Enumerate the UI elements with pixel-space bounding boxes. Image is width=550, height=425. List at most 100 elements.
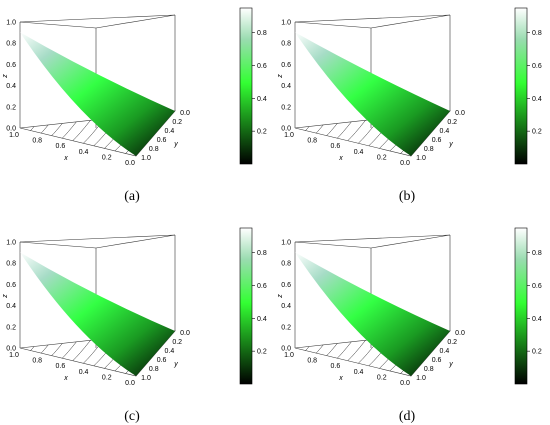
x-tick-label: 0.4 [354,149,364,156]
panel-label: (c) [124,409,140,424]
z-tick-label: 0.0 [281,346,291,353]
panel-label: (d) [399,409,416,424]
x-tick-label: 0.0 [125,160,135,167]
floor-contour [51,343,63,356]
colorbar-tick-label: 0.4 [257,96,267,103]
y-tick-label: 0.4 [440,348,450,355]
x-tick-label: 1.0 [9,352,19,359]
z-axis-label: z [2,74,9,79]
surface-sheet [20,32,175,156]
z-tick-label: 0.2 [6,324,16,331]
floor-contour [347,120,366,141]
z-tick-label: 0.4 [6,303,16,310]
y-tick-label: 0.8 [149,366,159,373]
y-axis-label: y [173,361,178,368]
y-axis-label: y [173,141,178,148]
x-tick-label: 0.6 [56,363,66,370]
y-tick-label: 0.4 [165,128,175,135]
box-edge-3 [19,14,176,23]
z-axis-label: z [277,294,284,299]
box-edge-1 [294,21,372,29]
y-tick-label: 0.6 [157,357,167,364]
floor-contour [51,123,63,136]
surface-panel-2: 0.0 0.2 0.4 0.6 0.8 1.0 z 0.0 0.2 0.4 0.6 0.8 1.0 x 0.… [277,7,542,204]
y-tick-label: 0.0 [180,330,190,337]
y-tick-label: 1.0 [141,375,151,382]
x-tick-label: 0.8 [32,358,42,365]
colorbar-tick-label: 0.4 [532,96,542,103]
surface-sheet [295,32,450,156]
z-tick-label: 0.8 [281,261,291,268]
z-tick-label: 0.4 [6,83,16,90]
x-tick-label: 0.4 [79,149,89,156]
y-tick-label: 1.0 [416,155,426,162]
y-tick-label: 0.0 [455,330,465,337]
z-tick-label: 0.4 [281,83,291,90]
z-tick-label: 0.2 [281,104,291,111]
z-tick-label: 0.6 [281,282,291,289]
box-edge-3 [19,234,176,243]
floor-contour [305,346,310,351]
z-tick-label: 0.0 [6,126,16,133]
x-axis-label: x [63,155,68,162]
floor-contour [72,340,91,361]
y-axis-label: y [448,361,453,368]
colorbar-tick-label: 0.2 [532,349,542,356]
x-axis-label: x [338,375,343,382]
colorbar [514,7,528,165]
colorbar [239,227,253,385]
surface-panel-1: 0.0 0.2 0.4 0.6 0.8 1.0 z 0.0 0.2 0.4 0.6 0.8 1.0 x 0.… [2,7,267,204]
z-tick-label: 0.0 [281,126,291,133]
box-edge-3 [294,234,451,243]
box-edge-2 [95,14,176,29]
box-edge-3 [294,14,451,23]
y-tick-label: 0.8 [424,366,434,373]
box-edge-2 [370,14,451,29]
x-tick-label: 0.0 [400,160,410,167]
colorbar-tick-label: 0.6 [257,63,267,70]
y-tick-label: 0.8 [149,146,159,153]
x-tick-label: 0.4 [354,369,364,376]
colorbar-tick-label: 0.4 [532,316,542,323]
z-tick-label: 1.0 [6,240,16,247]
floor-contour [40,344,49,354]
z-tick-label: 0.8 [6,41,16,48]
floor-contour [315,344,324,354]
surface-panel-3: 0.0 0.2 0.4 0.6 0.8 1.0 z 0.0 0.2 0.4 0.6 0.8 1.0 x 0.… [2,227,267,424]
floor-contour [30,126,35,131]
y-tick-label: 0.2 [172,339,182,346]
z-tick-label: 1.0 [6,20,16,27]
x-tick-label: 0.8 [32,138,42,145]
z-tick-label: 0.4 [281,303,291,310]
box-edge-1 [294,241,372,249]
floor-contour [40,124,49,134]
z-tick-label: 0.2 [281,324,291,331]
colorbar-tick-label: 0.6 [532,283,542,290]
y-tick-label: 1.0 [416,375,426,382]
x-axis-label: x [63,375,68,382]
floor-contour [347,340,366,361]
y-axis-label: y [448,141,453,148]
floor-contour [305,126,310,131]
x-tick-label: 0.6 [56,143,66,150]
z-tick-label: 0.6 [6,62,16,69]
colorbar [239,7,253,165]
y-tick-label: 0.8 [424,146,434,153]
y-tick-label: 0.0 [180,110,190,117]
box-edge-2 [95,234,176,249]
x-tick-label: 0.2 [377,374,387,381]
colorbar [514,227,528,385]
colorbar-tick-label: 0.8 [257,30,267,37]
colorbar-tick-label: 0.4 [257,316,267,323]
y-tick-label: 0.4 [440,128,450,135]
floor-contour [326,123,338,136]
x-tick-label: 0.4 [79,369,89,376]
surface-panel-4: 0.0 0.2 0.4 0.6 0.8 1.0 z 0.0 0.2 0.4 0.6 0.8 1.0 x 0.… [277,227,542,424]
floor-contour [337,121,352,139]
box-edge-1 [19,21,97,29]
y-tick-label: 0.4 [165,348,175,355]
y-tick-label: 0.2 [447,339,457,346]
z-tick-label: 0.0 [6,346,16,353]
x-tick-label: 1.0 [284,132,294,139]
z-axis-label: z [2,294,9,299]
